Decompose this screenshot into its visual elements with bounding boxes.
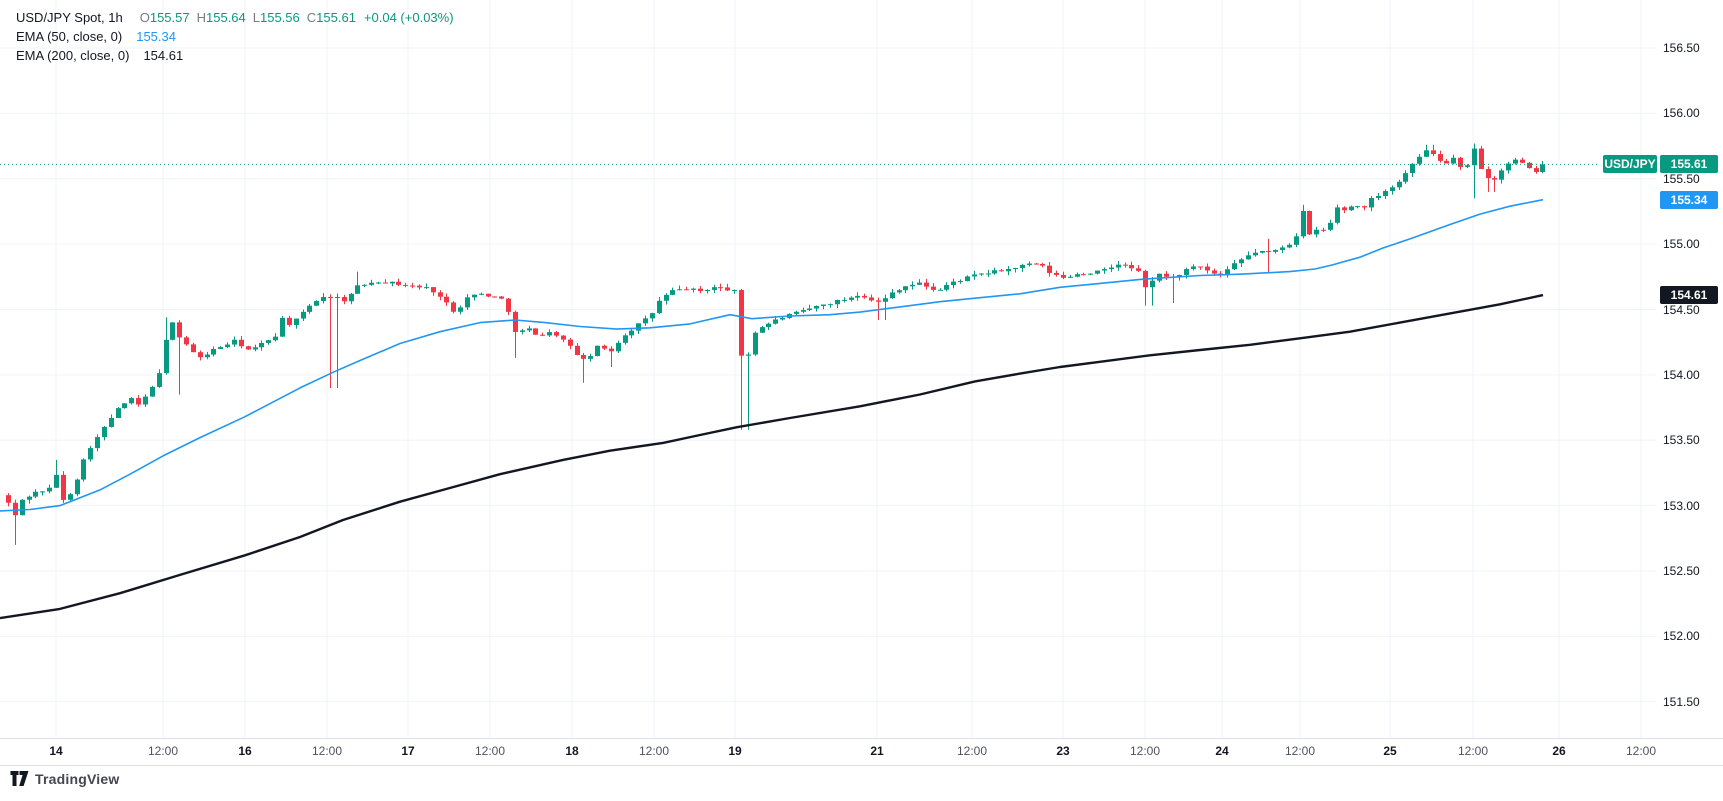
time-tick-label: 16 bbox=[238, 744, 252, 758]
symbol-price-badge-symbol: USD/JPY bbox=[1603, 155, 1657, 174]
chart-legend: USD/JPY Spot, 1h O155.57 H155.64 L155.56 C1… bbox=[16, 8, 454, 65]
time-axis[interactable]: 14 12:00 16 12:00 17 12:00 18 12:00 19 21 12:00 23 1… bbox=[0, 738, 1723, 765]
ema50-value: 155.34 bbox=[136, 29, 176, 44]
symbol-title: USD/JPY Spot, 1h bbox=[16, 10, 123, 25]
time-axis-top-border bbox=[0, 738, 1723, 739]
price-tick-label: 153.00 bbox=[1663, 498, 1700, 513]
chart-bottom-border bbox=[0, 765, 1723, 766]
time-tick-label: 12:00 bbox=[638, 744, 670, 758]
time-tick-label: 12:00 bbox=[956, 744, 988, 758]
ohlc-letter: L bbox=[252, 10, 260, 25]
ema200-line bbox=[0, 293, 1544, 620]
time-tick-label: 14 bbox=[49, 744, 63, 758]
time-tick-label: 19 bbox=[728, 744, 742, 758]
price-tick-label: 156.00 bbox=[1663, 106, 1700, 121]
ohlc-value: 155.57 bbox=[149, 10, 190, 25]
price-tick-label: 155.00 bbox=[1663, 237, 1700, 252]
ema200-name: EMA (200, close, 0) bbox=[16, 48, 130, 63]
legend-symbol-row[interactable]: USD/JPY Spot, 1h O155.57 H155.64 L155.56 C1… bbox=[16, 8, 454, 27]
ema50-line bbox=[0, 198, 1544, 512]
time-tick-label: 12:00 bbox=[1284, 744, 1316, 758]
time-tick-label: 12:00 bbox=[1457, 744, 1489, 758]
time-tick-label: 23 bbox=[1056, 744, 1070, 758]
ema50-badge: 155.34 bbox=[1660, 190, 1718, 209]
price-tick-label: 151.50 bbox=[1663, 694, 1700, 709]
time-tick-label: 12:00 bbox=[147, 744, 179, 758]
price-tick-label: 156.50 bbox=[1663, 41, 1700, 55]
gridlines bbox=[0, 0, 1656, 738]
time-tick-label: 12:00 bbox=[474, 744, 506, 758]
legend-ema200-row[interactable]: EMA (200, close, 0) 154.61 bbox=[16, 46, 454, 65]
time-tick-label: 24 bbox=[1215, 744, 1229, 758]
ema50-name: EMA (50, close, 0) bbox=[16, 29, 123, 44]
ohlc-value: 155.56 bbox=[260, 10, 300, 25]
time-tick-label: 26 bbox=[1552, 744, 1566, 758]
time-tick-label: 12:00 bbox=[1129, 744, 1161, 758]
price-tick-label: 154.50 bbox=[1663, 302, 1700, 317]
ohlc-value: 155.64 bbox=[206, 10, 246, 25]
price-tick-label: 154.00 bbox=[1663, 367, 1700, 382]
tradingview-attribution[interactable]: TradingView bbox=[10, 770, 119, 787]
time-tick-label: 25 bbox=[1383, 744, 1397, 758]
tradingview-logo-text: TradingView bbox=[35, 770, 120, 787]
ema200-badge: 154.61 bbox=[1660, 286, 1718, 305]
price-tick-label: 155.50 bbox=[1663, 171, 1700, 186]
change-value: +0.04 (+0.03%) bbox=[363, 10, 454, 25]
candles bbox=[6, 143, 1545, 545]
ohlc-letter: H bbox=[196, 10, 206, 25]
legend-ema50-row[interactable]: EMA (50, close, 0) 155.34 bbox=[16, 27, 454, 46]
ohlc-value: 155.61 bbox=[316, 10, 356, 25]
ohlc-values: O155.57 H155.64 L155.56 C155.61 bbox=[133, 8, 356, 27]
time-tick-label: 21 bbox=[870, 744, 884, 758]
candlestick-plot[interactable] bbox=[0, 0, 1723, 765]
time-tick-label: 17 bbox=[401, 744, 415, 758]
price-tick-label: 152.00 bbox=[1663, 629, 1700, 644]
ema200-value: 154.61 bbox=[143, 48, 184, 63]
price-tick-label: 153.50 bbox=[1663, 433, 1700, 448]
price-axis[interactable]: 156.50 156.00 155.50 155.00 154.50 154.00 153.… bbox=[0, 0, 1723, 765]
symbol-price-badge: 155.61 bbox=[1660, 155, 1718, 174]
ohlc-letter: O bbox=[139, 10, 150, 25]
time-tick-label: 18 bbox=[565, 744, 579, 758]
time-tick-label: 12:00 bbox=[1625, 744, 1657, 758]
tradingview-logo-icon bbox=[10, 771, 29, 786]
ohlc-letter: C bbox=[306, 10, 317, 25]
time-tick-label: 12:00 bbox=[311, 744, 343, 758]
price-tick-label: 152.50 bbox=[1663, 564, 1700, 578]
